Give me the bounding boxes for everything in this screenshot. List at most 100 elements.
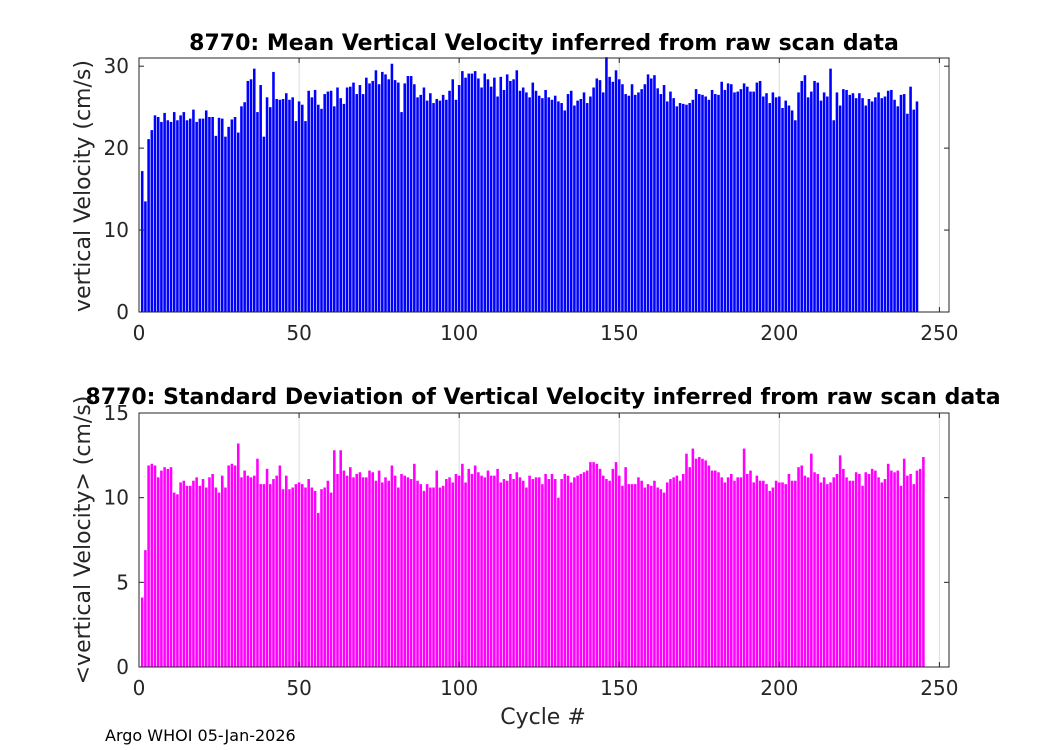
mean-velocity-bar [461, 71, 464, 312]
mean-velocity-bar [890, 89, 893, 312]
std-velocity-bar [730, 473, 733, 667]
mean-velocity-bar [393, 80, 397, 313]
mean-velocity-bar [861, 98, 864, 313]
mean-velocity-bar [381, 71, 384, 313]
mean-velocity-bar [665, 101, 669, 313]
std-velocity-bar [297, 482, 301, 667]
mean-velocity-bar [640, 89, 643, 312]
std-velocity-bar [531, 479, 535, 667]
mean-velocity-bar [365, 77, 368, 312]
std-velocity-bar [323, 487, 326, 667]
std-velocity-bar [457, 475, 461, 667]
std-velocity-bar [144, 550, 147, 667]
std-velocity-bar [368, 470, 371, 667]
mean-velocity-bar [454, 99, 458, 312]
std-velocity-bar [774, 480, 778, 667]
mean-velocity-bar [749, 91, 752, 312]
std-velocity-bar [537, 477, 541, 667]
mean-velocity-bar [589, 96, 592, 312]
std-velocity-bar [361, 477, 365, 667]
std-velocity-bar [502, 479, 506, 667]
std-velocity-bar [403, 475, 407, 667]
mean-velocity-bar [896, 106, 900, 312]
std-velocity-bar [854, 472, 858, 667]
mean-velocity-bar [646, 74, 650, 312]
std-velocity-bar [345, 475, 349, 667]
mean-velocity-bar [902, 94, 906, 312]
mean-velocity-bar [509, 80, 512, 312]
mean-velocity-bar [797, 92, 800, 312]
mean-velocity-bar [649, 78, 653, 312]
std-velocity-bar [758, 480, 762, 667]
std-velocity-bar [739, 477, 743, 667]
std-velocity-bar [755, 475, 759, 667]
mean-velocity-bar [867, 98, 871, 312]
std-velocity-y-tick-label: 5 [116, 570, 129, 594]
mean-velocity-bar [829, 68, 832, 313]
mean-velocity-bar [726, 83, 730, 313]
std-velocity-bar [390, 465, 394, 667]
std-velocity-bar [419, 484, 423, 667]
mean-velocity-x-tick-label: 0 [133, 321, 146, 345]
mean-velocity-bar [406, 76, 410, 312]
std-velocity-bar [922, 457, 925, 667]
mean-velocity-bar [333, 106, 336, 312]
std-velocity-bar [880, 482, 884, 667]
std-velocity-bar [918, 468, 922, 667]
mean-velocity-bar [579, 98, 583, 312]
mean-velocity-bar [153, 115, 157, 312]
std-velocity-bar [909, 473, 912, 667]
mean-velocity-bar [464, 77, 467, 312]
mean-velocity-bar [544, 89, 547, 312]
std-velocity-bar [790, 480, 794, 667]
std-velocity-bar [281, 489, 285, 667]
std-velocity-bar [656, 487, 659, 667]
mean-velocity-bar [822, 92, 826, 312]
std-velocity-bar [342, 470, 346, 667]
std-velocity-y-tick-label: 15 [104, 401, 129, 425]
std-velocity-bar [313, 490, 317, 667]
std-velocity-bar [182, 480, 186, 667]
mean-velocity-bar [390, 63, 394, 312]
mean-velocity-bar [467, 73, 471, 312]
mean-velocity-bar [608, 76, 611, 312]
std-velocity-bar [521, 480, 525, 667]
mean-velocity-bar [320, 108, 323, 312]
std-velocity-x-tick-label: 200 [760, 676, 798, 700]
std-velocity-bar [208, 477, 211, 667]
std-velocity-bar [717, 472, 720, 667]
mean-velocity-bar [230, 119, 234, 312]
mean-velocity-bar [858, 93, 861, 312]
mean-velocity-bar [621, 84, 624, 312]
mean-velocity-bar [714, 94, 717, 312]
std-velocity-bar [803, 475, 807, 667]
mean-velocity-bar [662, 85, 666, 312]
mean-velocity-bar [243, 102, 246, 312]
std-velocity-bar [899, 485, 903, 667]
mean-velocity-x-ticks: 0 50 100 150 200 250 [133, 321, 959, 345]
mean-velocity-bar [883, 96, 887, 312]
mean-velocity-bar [794, 120, 797, 313]
std-velocity-bar [204, 487, 208, 667]
std-velocity-bar [272, 479, 275, 667]
std-velocity-bar [646, 484, 650, 667]
std-velocity-bar [259, 484, 262, 667]
mean-velocity-bar [451, 79, 455, 312]
std-velocity-bar [489, 475, 493, 667]
std-velocity-bar [393, 475, 397, 667]
std-velocity-bar [621, 485, 624, 667]
std-velocity-bar [355, 473, 358, 667]
mean-velocity-bar [614, 70, 618, 312]
std-velocity-bar [601, 475, 605, 667]
std-velocity-bar [214, 487, 218, 667]
mean-velocity-bar [477, 78, 480, 312]
std-velocity-bar [874, 470, 877, 667]
std-velocity-bar [813, 472, 816, 667]
mean-velocity-bar [659, 94, 663, 312]
std-velocity-bar [714, 470, 717, 667]
mean-velocity-bar [483, 73, 487, 312]
std-velocity-y-ticks: 0 5 10 15 [104, 401, 129, 679]
std-velocity-bar [518, 477, 522, 667]
mean-velocity-bar [893, 99, 896, 312]
mean-velocity-bar [268, 107, 272, 312]
